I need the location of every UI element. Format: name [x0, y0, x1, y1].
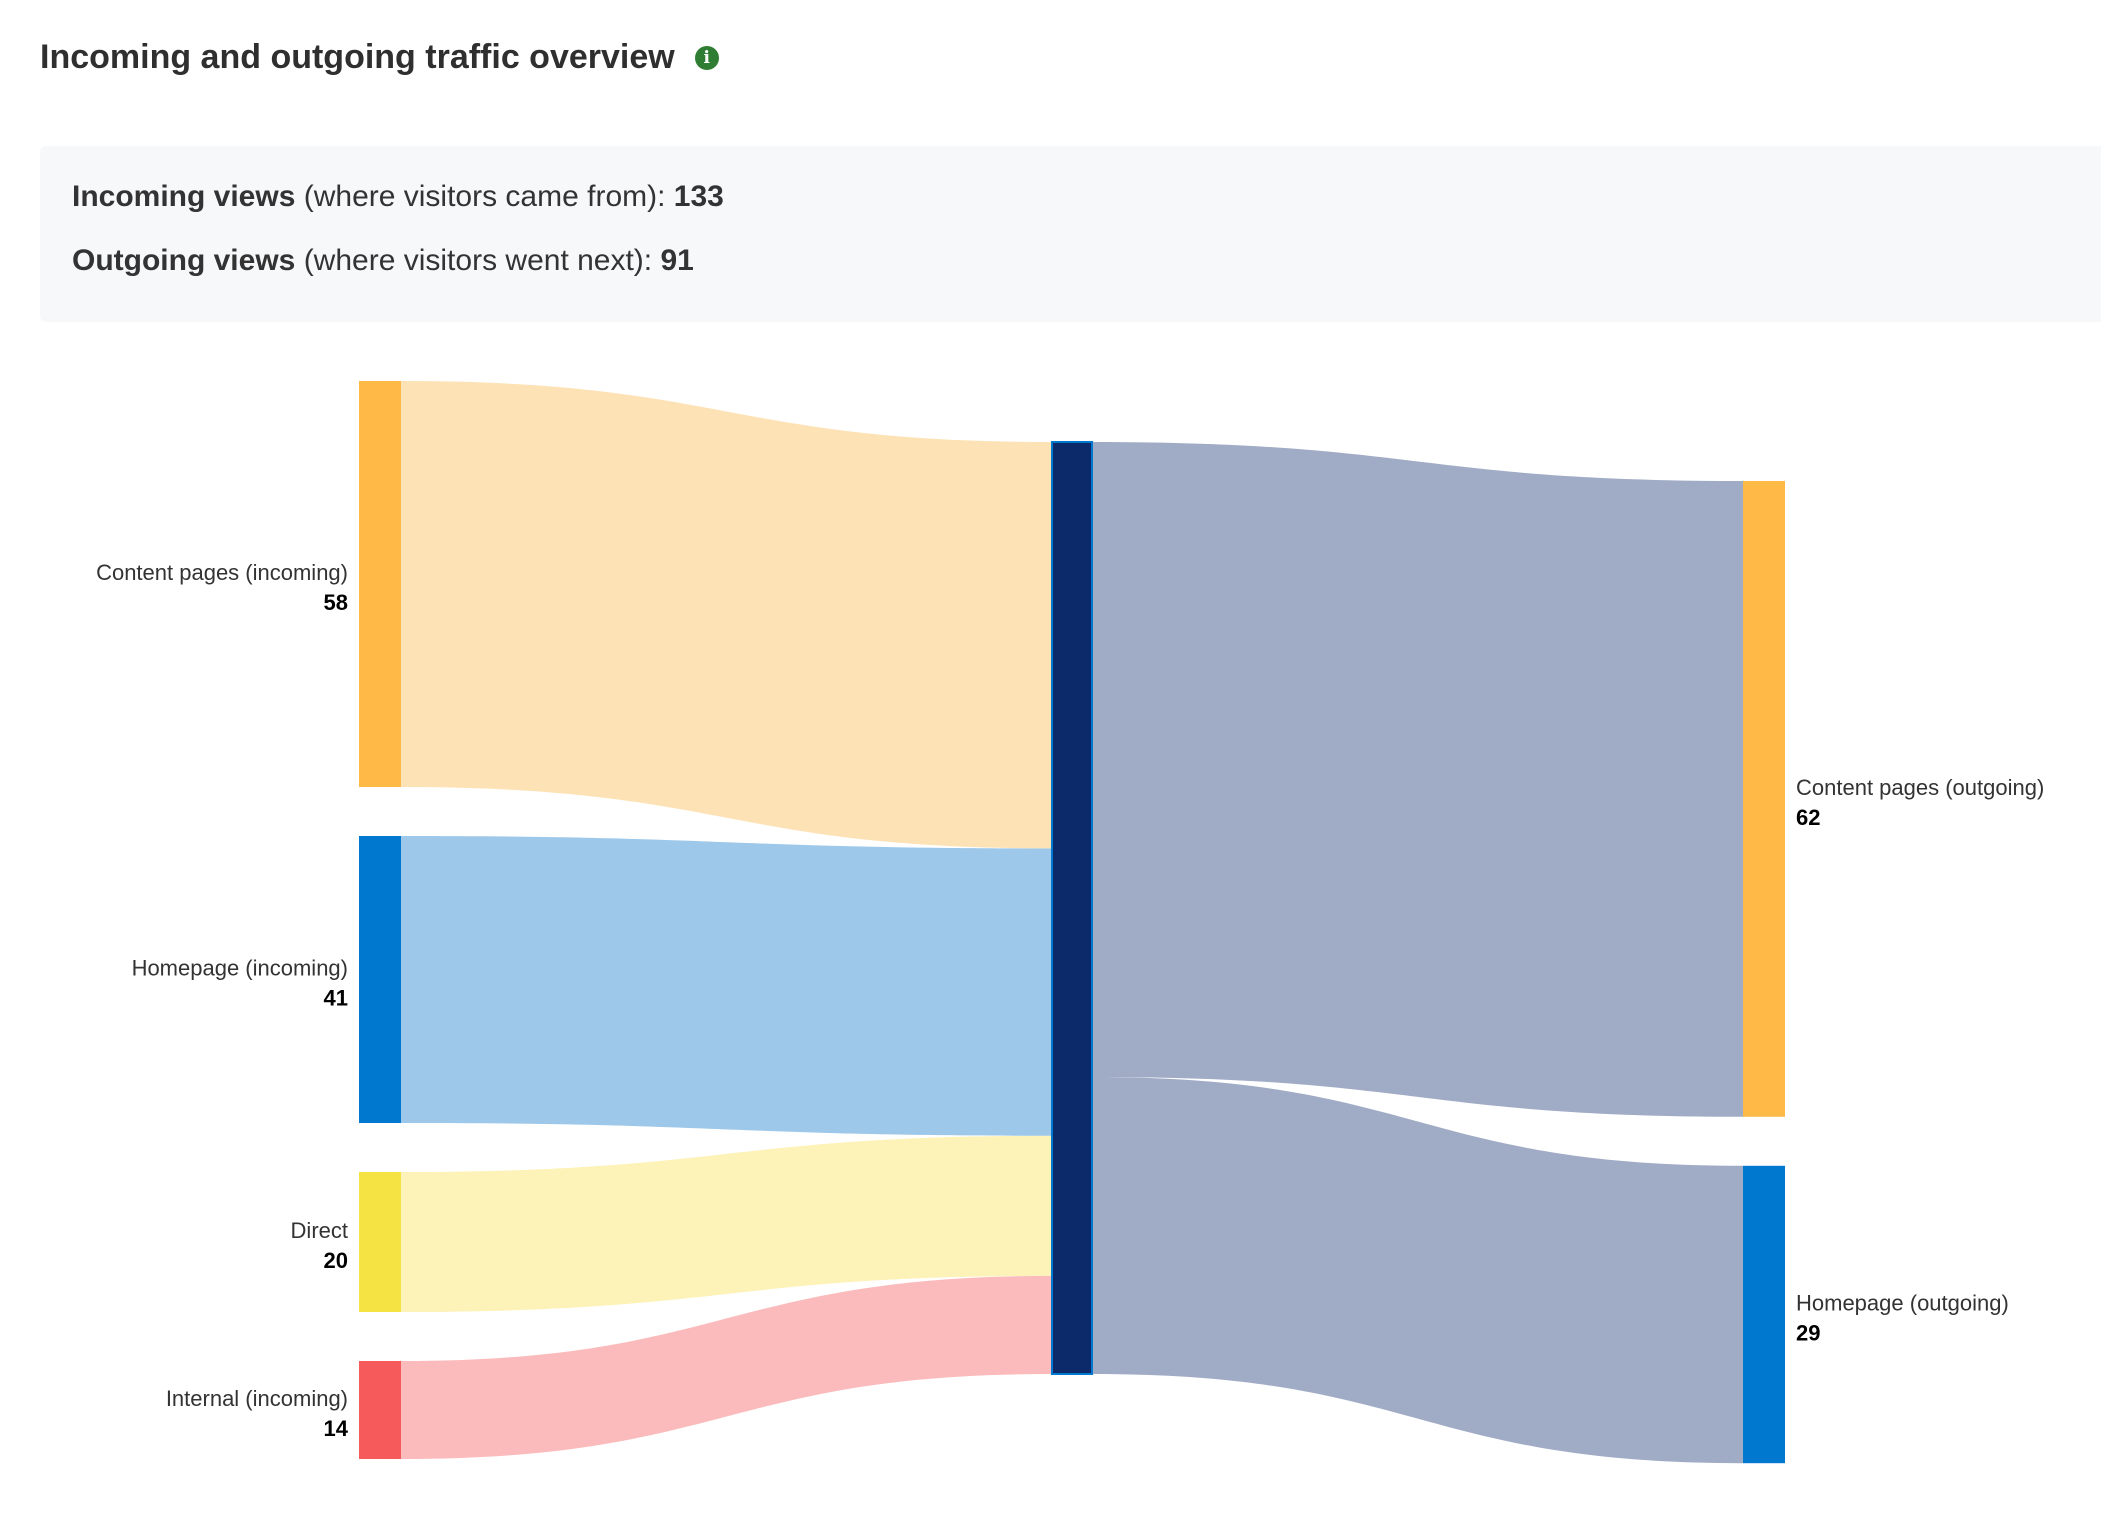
incoming-node-label: Content pages (incoming) [96, 560, 348, 585]
outgoing-summary: Outgoing views (where visitors went next… [72, 244, 694, 278]
incoming-node [359, 836, 401, 1123]
incoming-node-label: Internal (incoming) [166, 1386, 348, 1411]
incoming-node-value: 20 [324, 1248, 348, 1273]
outgoing-node-value: 29 [1796, 1321, 1820, 1346]
incoming-link [401, 836, 1052, 1136]
incoming-node-label: Homepage (incoming) [132, 956, 348, 981]
outgoing-link [1092, 1076, 1743, 1464]
outgoing-detail: (where visitors went next): [295, 244, 661, 277]
outgoing-node-label: Homepage (outgoing) [1796, 1291, 2009, 1316]
outgoing-value: 91 [660, 244, 694, 277]
center-node [1051, 441, 1093, 1375]
incoming-summary: Incoming views (where visitors came from… [72, 180, 724, 214]
incoming-link [401, 1135, 1052, 1312]
outgoing-node-label: Content pages (outgoing) [1796, 775, 2044, 800]
outgoing-link [1092, 442, 1743, 1117]
info-icon[interactable]: i [694, 45, 719, 70]
page-title: Incoming and outgoing traffic overview i [40, 38, 719, 77]
incoming-link [401, 1275, 1052, 1459]
incoming-node-value: 14 [324, 1416, 349, 1441]
outgoing-node-value: 62 [1796, 805, 1820, 830]
incoming-node [359, 381, 401, 787]
outgoing-node [1743, 1165, 1785, 1464]
incoming-node-value: 58 [324, 590, 348, 615]
outgoing-label: Outgoing views [72, 244, 296, 277]
incoming-detail: (where visitors came from): [295, 180, 674, 213]
incoming-node [359, 1172, 401, 1312]
incoming-value: 133 [673, 180, 724, 213]
incoming-node-value: 41 [324, 986, 348, 1011]
incoming-label: Incoming views [72, 180, 296, 213]
summary-panel: Incoming views (where visitors came from… [40, 146, 2101, 322]
incoming-node-label: Direct [291, 1218, 348, 1243]
outgoing-node [1743, 481, 1785, 1117]
title-text: Incoming and outgoing traffic overview [40, 38, 675, 76]
incoming-node [359, 1361, 401, 1459]
incoming-link [401, 381, 1052, 849]
